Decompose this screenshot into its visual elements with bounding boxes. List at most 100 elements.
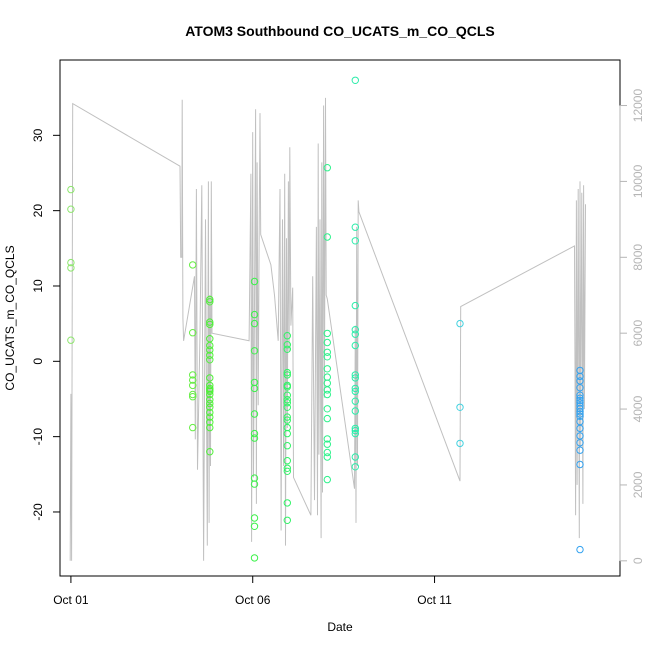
- y-tick-label: 20: [31, 204, 45, 218]
- data-point: [283, 391, 291, 399]
- data-point: [456, 439, 464, 448]
- data-point: [576, 460, 584, 469]
- y2-tick-label: 12000: [631, 89, 645, 123]
- data-point: [250, 429, 259, 438]
- data-point: [576, 405, 584, 413]
- data-point: [283, 429, 291, 438]
- data-point: [250, 319, 259, 328]
- data-point: [576, 408, 584, 416]
- data-point: [351, 463, 359, 471]
- data-point: [323, 414, 331, 423]
- y-tick-label: 10: [31, 279, 45, 293]
- data-point: [250, 384, 259, 393]
- chart-title: ATOM3 Southbound CO_UCATS_m_CO_QCLS: [185, 23, 495, 39]
- data-point: [250, 522, 259, 530]
- data-point: [250, 310, 259, 319]
- data-point: [283, 332, 291, 340]
- y-tick-label: -10: [31, 428, 45, 446]
- x-tick-label: Oct 06: [235, 593, 271, 607]
- data-point: [351, 384, 359, 393]
- data-point: [323, 405, 331, 413]
- data-point: [206, 374, 214, 382]
- data-point: [189, 381, 197, 390]
- data-point: [206, 295, 214, 304]
- data-point: [283, 396, 291, 404]
- data-point: [283, 383, 291, 391]
- data-point: [206, 448, 214, 456]
- data-point: [206, 341, 214, 350]
- data-point: [323, 373, 331, 381]
- data-point: [283, 341, 291, 349]
- data-point: [250, 277, 259, 286]
- data-point: [351, 426, 359, 435]
- data-point: [189, 261, 197, 269]
- data-point: [323, 475, 331, 484]
- y-tick-label: -20: [31, 503, 45, 521]
- data-point: [189, 393, 197, 401]
- data-point: [283, 457, 291, 465]
- data-point: [576, 394, 584, 402]
- data-point: [283, 413, 291, 421]
- data-point: [250, 347, 259, 355]
- y2-tick-label: 6000: [631, 320, 645, 347]
- data-point: [323, 435, 331, 443]
- data-point: [351, 429, 359, 438]
- data-point: [351, 330, 359, 338]
- data-point: [283, 416, 291, 424]
- data-point: [576, 396, 584, 405]
- data-point: [206, 320, 214, 329]
- data-point: [456, 319, 464, 328]
- data-point: [351, 341, 359, 350]
- data-point: [283, 499, 291, 507]
- data-point: [323, 329, 331, 338]
- data-point: [576, 439, 584, 447]
- data-point: [206, 423, 214, 432]
- data-point: [283, 371, 291, 379]
- data-point: [283, 442, 291, 450]
- y2-tick-label: 8000: [631, 244, 645, 271]
- data-point: [250, 554, 259, 562]
- data-point: [67, 205, 75, 213]
- plot-frame: [59, 59, 621, 577]
- data-point: [250, 434, 259, 442]
- y2-axis: 0 2000 4000 6000 8000 10000 12000: [619, 89, 645, 564]
- data-point: [67, 336, 75, 344]
- y2-tick-label: 2000: [631, 471, 645, 498]
- data-point: [250, 514, 259, 522]
- data-point: [351, 374, 359, 382]
- data-point: [323, 365, 331, 373]
- data-point: [323, 338, 331, 347]
- data-point: [189, 376, 197, 384]
- data-point: [323, 440, 331, 448]
- data-point: [283, 516, 291, 524]
- data-point: [576, 391, 584, 399]
- data-point: [351, 326, 359, 334]
- data-point: [323, 348, 331, 356]
- data-point: [206, 403, 214, 411]
- data-point: [351, 453, 359, 461]
- data-point: [206, 408, 214, 417]
- data-point: [67, 264, 75, 272]
- data-point: [576, 545, 584, 554]
- data-point: [189, 371, 197, 379]
- data-point: [351, 407, 359, 415]
- data-point: [323, 448, 331, 457]
- data-point: [206, 399, 214, 408]
- data-point: [576, 410, 584, 418]
- point-layer: [67, 76, 584, 562]
- data-point: [351, 424, 359, 433]
- data-point: [206, 298, 214, 306]
- data-point: [67, 258, 75, 267]
- data-point: [351, 76, 359, 85]
- data-point: [323, 386, 331, 394]
- y2-tick-label: 0: [631, 557, 645, 564]
- data-point: [283, 345, 291, 353]
- data-point: [283, 403, 291, 411]
- data-point: [576, 412, 584, 420]
- data-point: [283, 467, 291, 475]
- data-point: [250, 480, 259, 488]
- data-point: [351, 301, 359, 310]
- data-point: [323, 233, 331, 241]
- x-axis-label: Date: [327, 620, 353, 634]
